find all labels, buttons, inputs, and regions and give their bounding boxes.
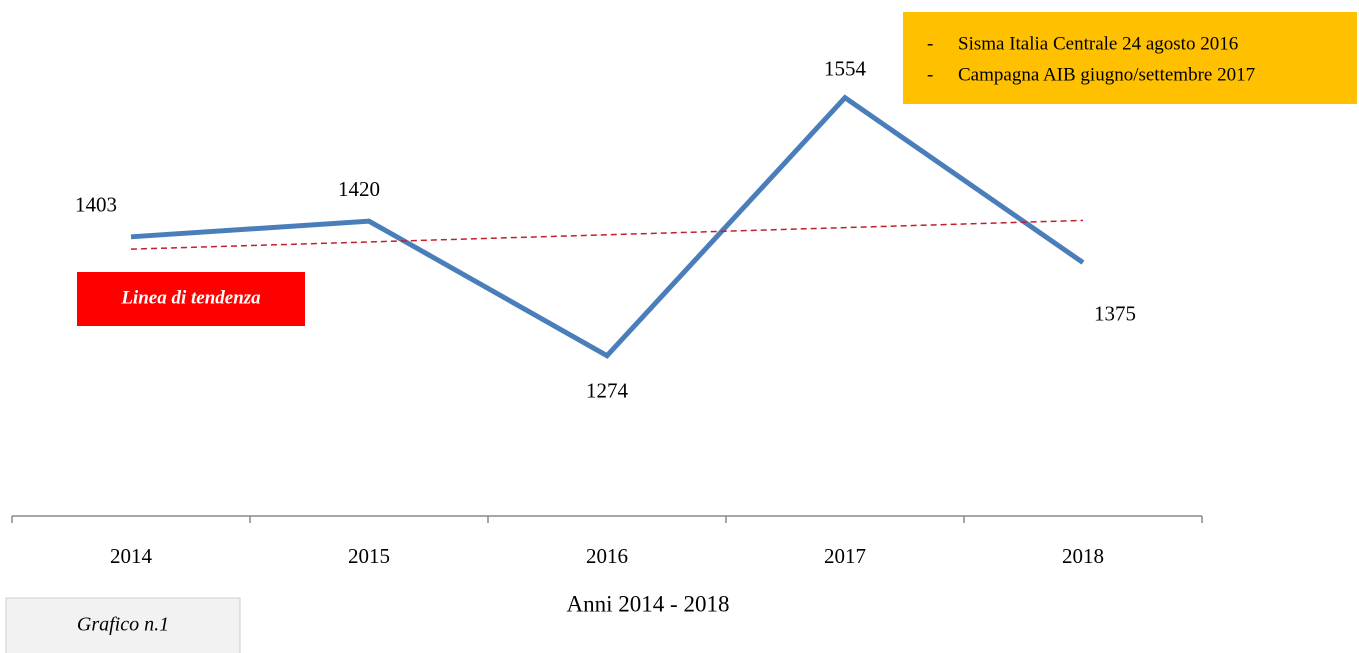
trend-line: [130, 219, 1084, 250]
x-tick-label: 2016: [586, 544, 628, 568]
x-tick-label: 2014: [110, 544, 153, 568]
legend-box: [77, 272, 305, 326]
line: [130, 94, 1085, 359]
data-label: 1375: [1094, 301, 1136, 325]
caption-box: [5, 597, 241, 653]
annotation-box: [903, 12, 1357, 104]
x-tick-label: 2015: [348, 544, 390, 568]
bullet: -: [927, 64, 933, 85]
bullet: -: [927, 33, 933, 54]
data-label: 1274: [586, 378, 629, 402]
x-tick-label: 2017: [824, 544, 866, 568]
data-label: 1554: [824, 56, 867, 80]
legend-label: Linea di tendenza: [120, 287, 261, 308]
data-label: 1420: [338, 177, 380, 201]
annotation: Campagna AIB giugno/settembre 2017: [958, 64, 1255, 85]
x-axis-title: Anni 2014 - 2018: [567, 591, 730, 616]
x-tick-label: 2018: [1062, 544, 1104, 568]
annotation: Sisma Italia Centrale 24 agosto 2016: [958, 33, 1238, 54]
caption: Grafico n.1: [77, 614, 169, 636]
data-label: 1403: [75, 193, 117, 217]
